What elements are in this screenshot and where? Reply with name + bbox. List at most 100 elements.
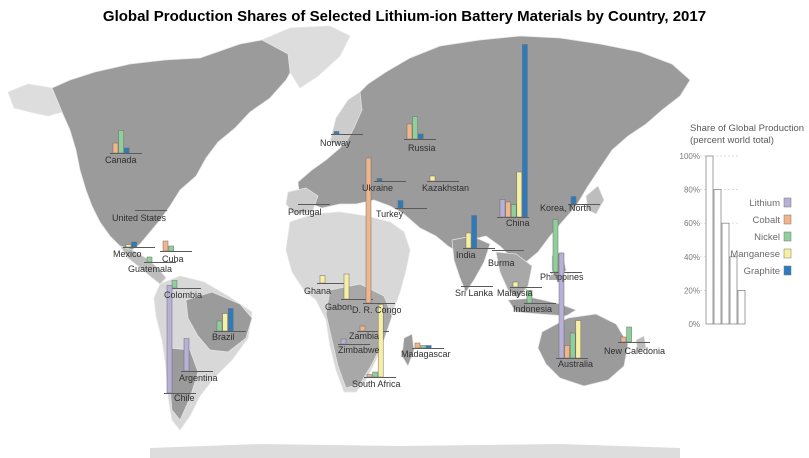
country-group-guatemala bbox=[144, 256, 176, 264]
country-group-new-caledonia bbox=[618, 326, 650, 344]
bar-russia-nickel bbox=[412, 116, 418, 140]
legend-swatch-lithium bbox=[783, 197, 792, 208]
bar-brazil-graphite bbox=[227, 308, 234, 332]
country-group-norway bbox=[331, 131, 363, 136]
country-group-zimbabwe bbox=[338, 338, 370, 346]
legend-swatch-nickel bbox=[783, 231, 792, 242]
bar-chile-lithium bbox=[166, 285, 173, 394]
chart-title: Global Production Shares of Selected Lit… bbox=[102, 8, 707, 25]
bar-argentina-lithium bbox=[183, 338, 190, 372]
bar-south-africa-nickel bbox=[372, 371, 378, 378]
bar-d-r-congo-cobalt bbox=[365, 157, 372, 304]
country-group-argentina bbox=[181, 338, 213, 373]
country-label-guatemala: Guatemala bbox=[128, 264, 172, 274]
country-group-zambia bbox=[357, 325, 389, 333]
country-label-south-africa: South Africa bbox=[352, 379, 401, 389]
country-label-ukraine: Ukraine bbox=[362, 183, 393, 193]
country-group-philippines bbox=[550, 219, 582, 274]
country-group-cuba bbox=[160, 240, 192, 253]
bar-mexico-graphite bbox=[131, 241, 137, 248]
bar-madagascar-cobalt bbox=[414, 342, 421, 349]
land-india bbox=[451, 235, 491, 293]
bar-south-africa-manganese bbox=[377, 304, 384, 378]
country-group-malaysia bbox=[510, 281, 542, 289]
bar-brazil-manganese bbox=[222, 313, 228, 332]
country-group-australia bbox=[556, 252, 588, 360]
country-group-south-africa bbox=[364, 304, 396, 379]
country-group-canada bbox=[110, 130, 142, 155]
scale-step-bar bbox=[737, 289, 746, 325]
country-group-russia bbox=[404, 116, 436, 141]
country-label-russia: Russia bbox=[408, 143, 436, 153]
bar-ukraine-graphite bbox=[376, 178, 383, 182]
country-group-chile bbox=[164, 285, 196, 395]
land-masses bbox=[7, 25, 691, 458]
country-label-d-r-congo: D. R. Congo bbox=[352, 305, 402, 315]
bar-madagascar-nickel bbox=[420, 345, 426, 349]
land-antarctica bbox=[150, 444, 680, 458]
bar-madagascar-graphite bbox=[425, 345, 432, 349]
scale-subtitle: (percent world total) bbox=[690, 135, 774, 146]
country-group-china bbox=[497, 44, 529, 219]
country-label-canada: Canada bbox=[105, 155, 137, 165]
country-label-kazakhstan: Kazakhstan bbox=[422, 183, 469, 193]
scale-step-bar bbox=[721, 222, 730, 325]
bar-new-caledonia-nickel bbox=[626, 326, 632, 343]
land-southeast-asia bbox=[495, 251, 533, 299]
bar-gabon-manganese bbox=[343, 273, 350, 300]
bar-canada-nickel bbox=[118, 130, 124, 154]
legend-swatch-manganese bbox=[783, 248, 792, 259]
country-label-united-states: United States bbox=[112, 213, 167, 223]
country-label-ghana: Ghana bbox=[304, 286, 331, 296]
bar-zambia-cobalt bbox=[359, 325, 366, 332]
country-group-d-r-congo bbox=[363, 157, 395, 305]
bar-russia-cobalt bbox=[406, 123, 413, 140]
country-group-madagascar bbox=[412, 342, 444, 350]
legend: Lithium Cobalt Nickel Manganese Graphite bbox=[730, 197, 792, 277]
legend-label-manganese: Manganese bbox=[730, 249, 780, 260]
bar-kazakhstan-manganese bbox=[429, 175, 436, 182]
bar-korea-north-graphite bbox=[570, 196, 577, 205]
legend-label-cobalt: Cobalt bbox=[753, 215, 781, 226]
legend-label-lithium: Lithium bbox=[749, 198, 780, 209]
country-group-turkey bbox=[395, 200, 427, 210]
scale-step-bar bbox=[729, 256, 738, 325]
scale-tick-label: 80% bbox=[684, 186, 700, 195]
country-group-kazakhstan bbox=[427, 175, 459, 183]
bar-ghana-manganese bbox=[319, 275, 326, 284]
country-label-philippines: Philippines bbox=[540, 272, 584, 282]
bar-australia-cobalt bbox=[564, 345, 570, 359]
bar-indonesia-nickel bbox=[526, 290, 533, 304]
scale-tick-label: 60% bbox=[684, 219, 700, 228]
land-central-africa bbox=[325, 283, 393, 389]
country-label-china: China bbox=[506, 218, 530, 228]
bar-turkey-graphite bbox=[397, 200, 404, 209]
land-new-caledonia bbox=[635, 335, 647, 353]
country-group-ukraine bbox=[374, 178, 406, 183]
scale-tick-label: 20% bbox=[684, 286, 700, 295]
country-label-new-caledonia: New Caledonia bbox=[604, 346, 665, 356]
bar-south-africa-cobalt bbox=[366, 374, 373, 378]
bar-china-lithium bbox=[499, 199, 506, 218]
bar-china-cobalt bbox=[505, 201, 511, 218]
country-label-indonesia: Indonesia bbox=[513, 304, 552, 314]
country-label-mexico: Mexico bbox=[113, 249, 142, 259]
bar-cuba-cobalt bbox=[162, 240, 169, 252]
country-group-brazil bbox=[214, 308, 246, 333]
bar-norway-graphite bbox=[333, 131, 340, 135]
bar-china-manganese bbox=[516, 171, 523, 218]
scale-key: Share of Global Production(percent world… bbox=[680, 123, 805, 329]
country-label-zimbabwe: Zimbabwe bbox=[338, 345, 380, 355]
land-north-america bbox=[51, 33, 301, 251]
legend-swatch-graphite bbox=[783, 265, 792, 276]
land-alaska bbox=[7, 83, 63, 117]
country-label-gabon: Gabon bbox=[325, 302, 352, 312]
country-group-ghana bbox=[317, 275, 349, 285]
bar-brazil-nickel bbox=[216, 320, 223, 332]
bar-australia-manganese bbox=[575, 320, 582, 359]
country-label-colombia: Colombia bbox=[164, 290, 202, 300]
bar-russia-graphite bbox=[417, 133, 424, 140]
bar-zimbabwe-lithium bbox=[340, 338, 347, 345]
land-japan bbox=[585, 185, 605, 215]
